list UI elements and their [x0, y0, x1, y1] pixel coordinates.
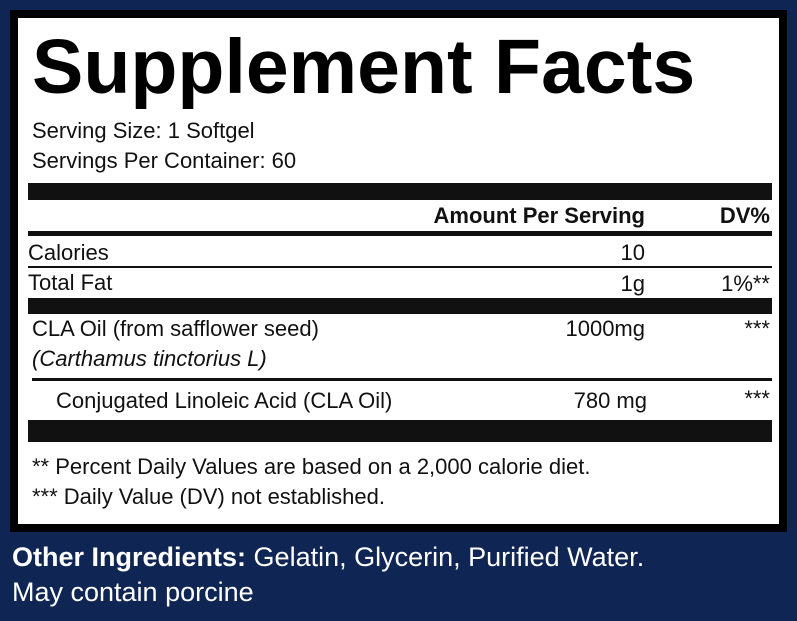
other-ingredients-note: May contain porcine — [12, 577, 254, 607]
row-amount: 1000mg — [565, 316, 645, 341]
other-ingredients: Other Ingredients: Gelatin, Glycerin, Pu… — [12, 541, 644, 573]
row-dv: 1%** — [721, 271, 770, 296]
row-amount: 10 — [620, 240, 645, 265]
row-amount: 1g — [620, 271, 645, 296]
serving-size: Serving Size: 1 Softgel — [32, 118, 255, 143]
other-ingredients-label: Other Ingredients: — [12, 542, 247, 572]
row-name: Calories — [28, 240, 109, 265]
row-amount: 780 mg — [573, 388, 647, 413]
servings-per-container: Servings Per Container: 60 — [32, 148, 297, 173]
title: Supplement Facts — [32, 24, 696, 110]
footnote: *** Daily Value (DV) not established. — [32, 484, 385, 509]
row-name: CLA Oil (from safflower seed) — [32, 316, 319, 341]
row-name: Total Fat — [28, 270, 113, 295]
header-amount: Amount Per Serving — [433, 203, 645, 228]
footnote: ** Percent Daily Values are based on a 2… — [32, 454, 591, 479]
rule — [32, 378, 772, 381]
thick-rule — [28, 183, 772, 200]
row-dv: *** — [744, 316, 770, 341]
other-ingredients-text: Gelatin, Glycerin, Purified Water. — [253, 542, 645, 572]
rule — [28, 231, 772, 236]
thick-rule — [28, 298, 772, 314]
thin-rule — [28, 266, 772, 268]
thick-rule — [28, 420, 772, 442]
header-dv: DV% — [719, 203, 770, 228]
row-name: Conjugated Linoleic Acid (CLA Oil) — [56, 388, 393, 413]
row-subname: (Carthamus tinctorius L) — [32, 346, 267, 371]
facts-panel — [10, 10, 787, 532]
row-dv: *** — [744, 386, 770, 411]
